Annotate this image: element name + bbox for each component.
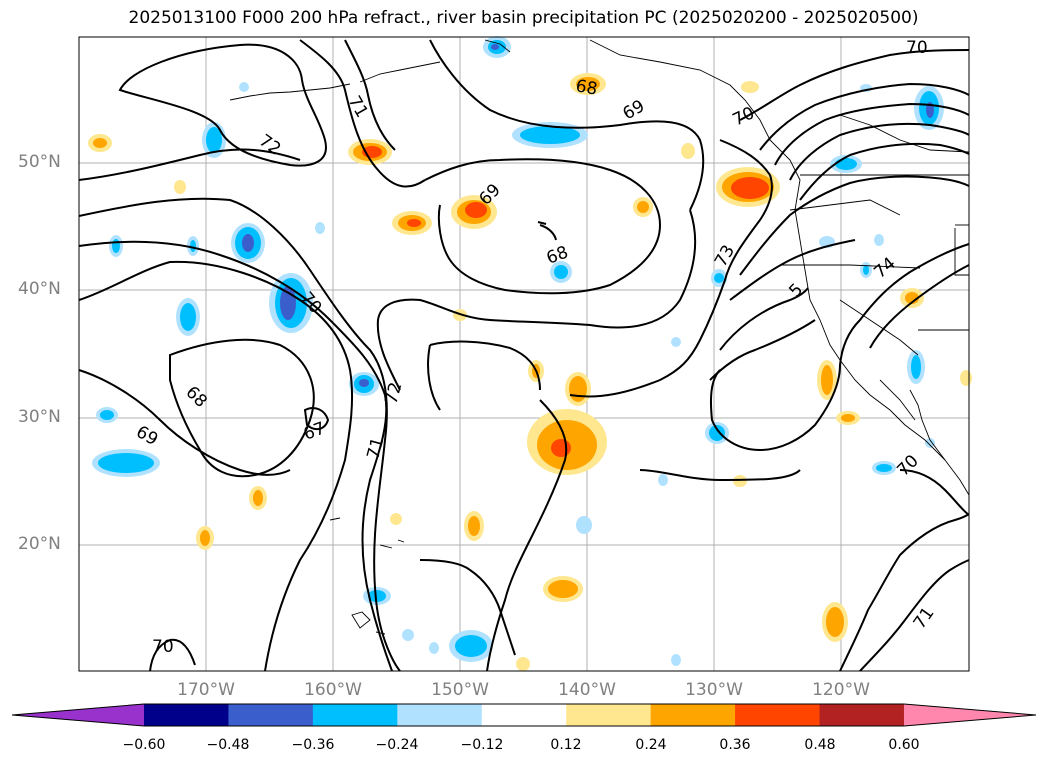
contour-label: 73: [711, 242, 739, 271]
colorbar-segment: [566, 704, 652, 726]
contour-label: 67: [301, 419, 328, 445]
contour-label: 69: [620, 96, 649, 124]
lat-label: 30°N: [18, 407, 61, 427]
colorbar-tick-label: 0.60: [888, 737, 920, 753]
contour-label: 70: [893, 451, 922, 480]
map-frame: [78, 36, 970, 672]
lon-label: 170°W: [177, 680, 235, 700]
colorbar-tick-label: −0.12: [460, 737, 504, 753]
colorbar-tick-label: −0.24: [375, 737, 419, 753]
contour-label: 69: [133, 422, 162, 450]
colorbar-tick-label: −0.36: [291, 737, 335, 753]
colorbar-segment: [481, 704, 567, 726]
lon-label: 150°W: [431, 680, 489, 700]
lon-label: 160°W: [304, 680, 362, 700]
colorbar-extend-low: [12, 704, 144, 726]
colorbar-segment: [819, 704, 905, 726]
contour-label: 70: [906, 38, 928, 58]
lat-label: 40°N: [18, 279, 61, 299]
colorbar-tick-label: 0.48: [804, 737, 836, 753]
negative-anomalies: [92, 36, 944, 666]
colorbar-tick-label: 0.12: [550, 737, 582, 753]
coastlines: [229, 39, 970, 635]
lat-label: 50°N: [18, 152, 61, 172]
colorbar-tick-label: 0.24: [635, 737, 667, 753]
contour-label: 5: [785, 280, 807, 302]
lon-label: 120°W: [812, 680, 870, 700]
colorbar-tick-label: −0.60: [122, 737, 166, 753]
contour-label: 74: [870, 254, 899, 283]
colorbar-extend-high: [903, 704, 1036, 726]
contour-label: 72: [382, 380, 407, 406]
colorbar-segment: [144, 704, 230, 726]
contour-label: 70: [152, 637, 174, 657]
colorbar-tick-label: 0.36: [719, 737, 751, 753]
colorbar-segment: [312, 704, 398, 726]
colorbar-segment: [650, 704, 736, 726]
lon-label: 130°W: [685, 680, 743, 700]
positive-anomalies: [88, 73, 972, 671]
colorbar-segment: [228, 704, 314, 726]
colorbar: [12, 704, 1036, 726]
lon-label: 140°W: [558, 680, 616, 700]
map-title: 2025013100 F000 200 hPa refract., river …: [128, 8, 919, 28]
colorbar-segment: [735, 704, 821, 726]
contour-label: 70: [730, 103, 758, 130]
lat-label: 20°N: [18, 534, 61, 554]
contour-label: 68: [574, 76, 599, 99]
colorbar-segment: [397, 704, 483, 726]
colorbar-outline: [11, 703, 1037, 727]
colorbar-tick-label: −0.48: [206, 737, 250, 753]
refractivity-contours: [78, 39, 970, 672]
